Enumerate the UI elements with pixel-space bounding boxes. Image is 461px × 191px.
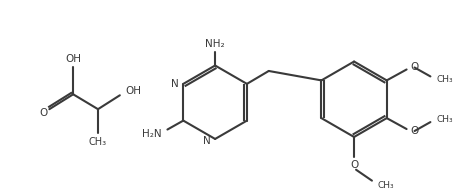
Text: O: O [39,108,47,118]
Text: N: N [203,136,211,146]
Text: CH₃: CH₃ [89,137,107,147]
Text: H₂N: H₂N [142,129,161,139]
Text: NH₂: NH₂ [205,39,225,49]
Text: OH: OH [65,53,81,64]
Text: CH₃: CH₃ [437,75,453,84]
Text: OH: OH [126,86,142,96]
Text: CH₃: CH₃ [437,115,453,124]
Text: CH₃: CH₃ [378,181,395,190]
Text: O: O [350,160,358,170]
Text: O: O [411,62,419,73]
Text: O: O [411,126,419,136]
Text: N: N [171,79,178,89]
